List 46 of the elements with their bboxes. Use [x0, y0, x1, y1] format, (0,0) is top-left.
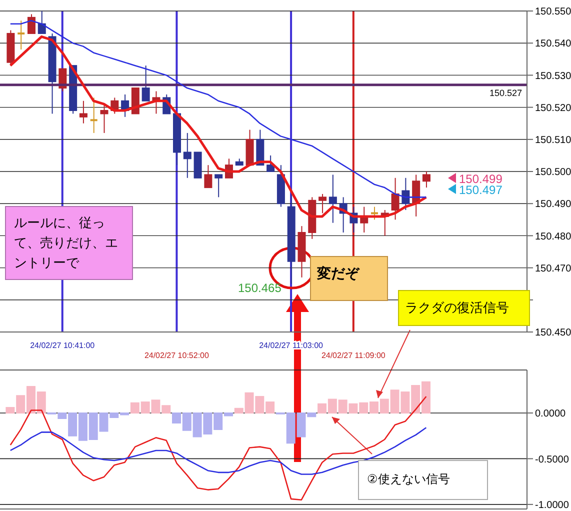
candlestick [422, 171, 430, 188]
candlestick [89, 97, 98, 134]
candlestick [100, 104, 108, 134]
note-box: ルールに、従って、売りだけ、エントリーで [5, 206, 133, 280]
ref-line-label: 150.527 [489, 88, 522, 98]
y-tick-label: 0.0000 [535, 408, 566, 420]
candlestick [370, 206, 380, 220]
y-tick-label: 150.550 [535, 6, 571, 18]
x-tick-label: 24/02/27 10:41:00 [30, 341, 96, 350]
text: 150.497 [459, 183, 502, 197]
note-box: 変だぞ [310, 256, 388, 301]
annotation: ②使えない信号 [367, 472, 450, 486]
note-box: ②使えない信号 [358, 460, 488, 500]
y-tick-label: -0.5000 [535, 454, 570, 466]
x-tick-label: 24/02/27 11:09:00 [321, 351, 386, 360]
candlestick [328, 174, 337, 224]
y-tick-label: 150.480 [535, 231, 571, 242]
line-series [10, 426, 427, 475]
y-tick-label: 150.510 [535, 134, 571, 146]
y-tick-label: 150.540 [535, 38, 571, 50]
line-series [10, 396, 427, 501]
y-tick-label: -1.0000 [535, 500, 570, 511]
text: 150.499 [459, 172, 502, 186]
x-tick-label: 24/02/27 10:52:00 [144, 351, 210, 360]
candlestick [38, 11, 46, 34]
candlestick [27, 14, 36, 34]
candlestick [142, 65, 150, 102]
annotation: 150.465 [238, 281, 282, 295]
y-tick-label: 150.450 [535, 328, 571, 339]
y-tick-label: 150.490 [535, 199, 571, 210]
candlestick [266, 154, 275, 172]
candlestick [318, 193, 327, 214]
annotation: ルールに、従って、売りだけ、エントリーで [14, 215, 118, 270]
y-tick-label: 150.500 [535, 167, 571, 178]
y-tick-label: 150.520 [535, 102, 571, 114]
candlestick [214, 174, 223, 198]
annotation: ラクダの復活信号 [405, 300, 509, 315]
candlestick [204, 164, 212, 188]
note-box: ラクダの復活信号 [398, 290, 530, 326]
candlestick [391, 177, 400, 220]
candlestick [16, 20, 26, 50]
candlestick [183, 132, 192, 178]
candlestick [79, 100, 88, 124]
y-tick-label: 150.470 [535, 263, 571, 274]
annotation: 変だぞ [317, 265, 359, 281]
y-tick-label: 150.530 [535, 70, 571, 82]
